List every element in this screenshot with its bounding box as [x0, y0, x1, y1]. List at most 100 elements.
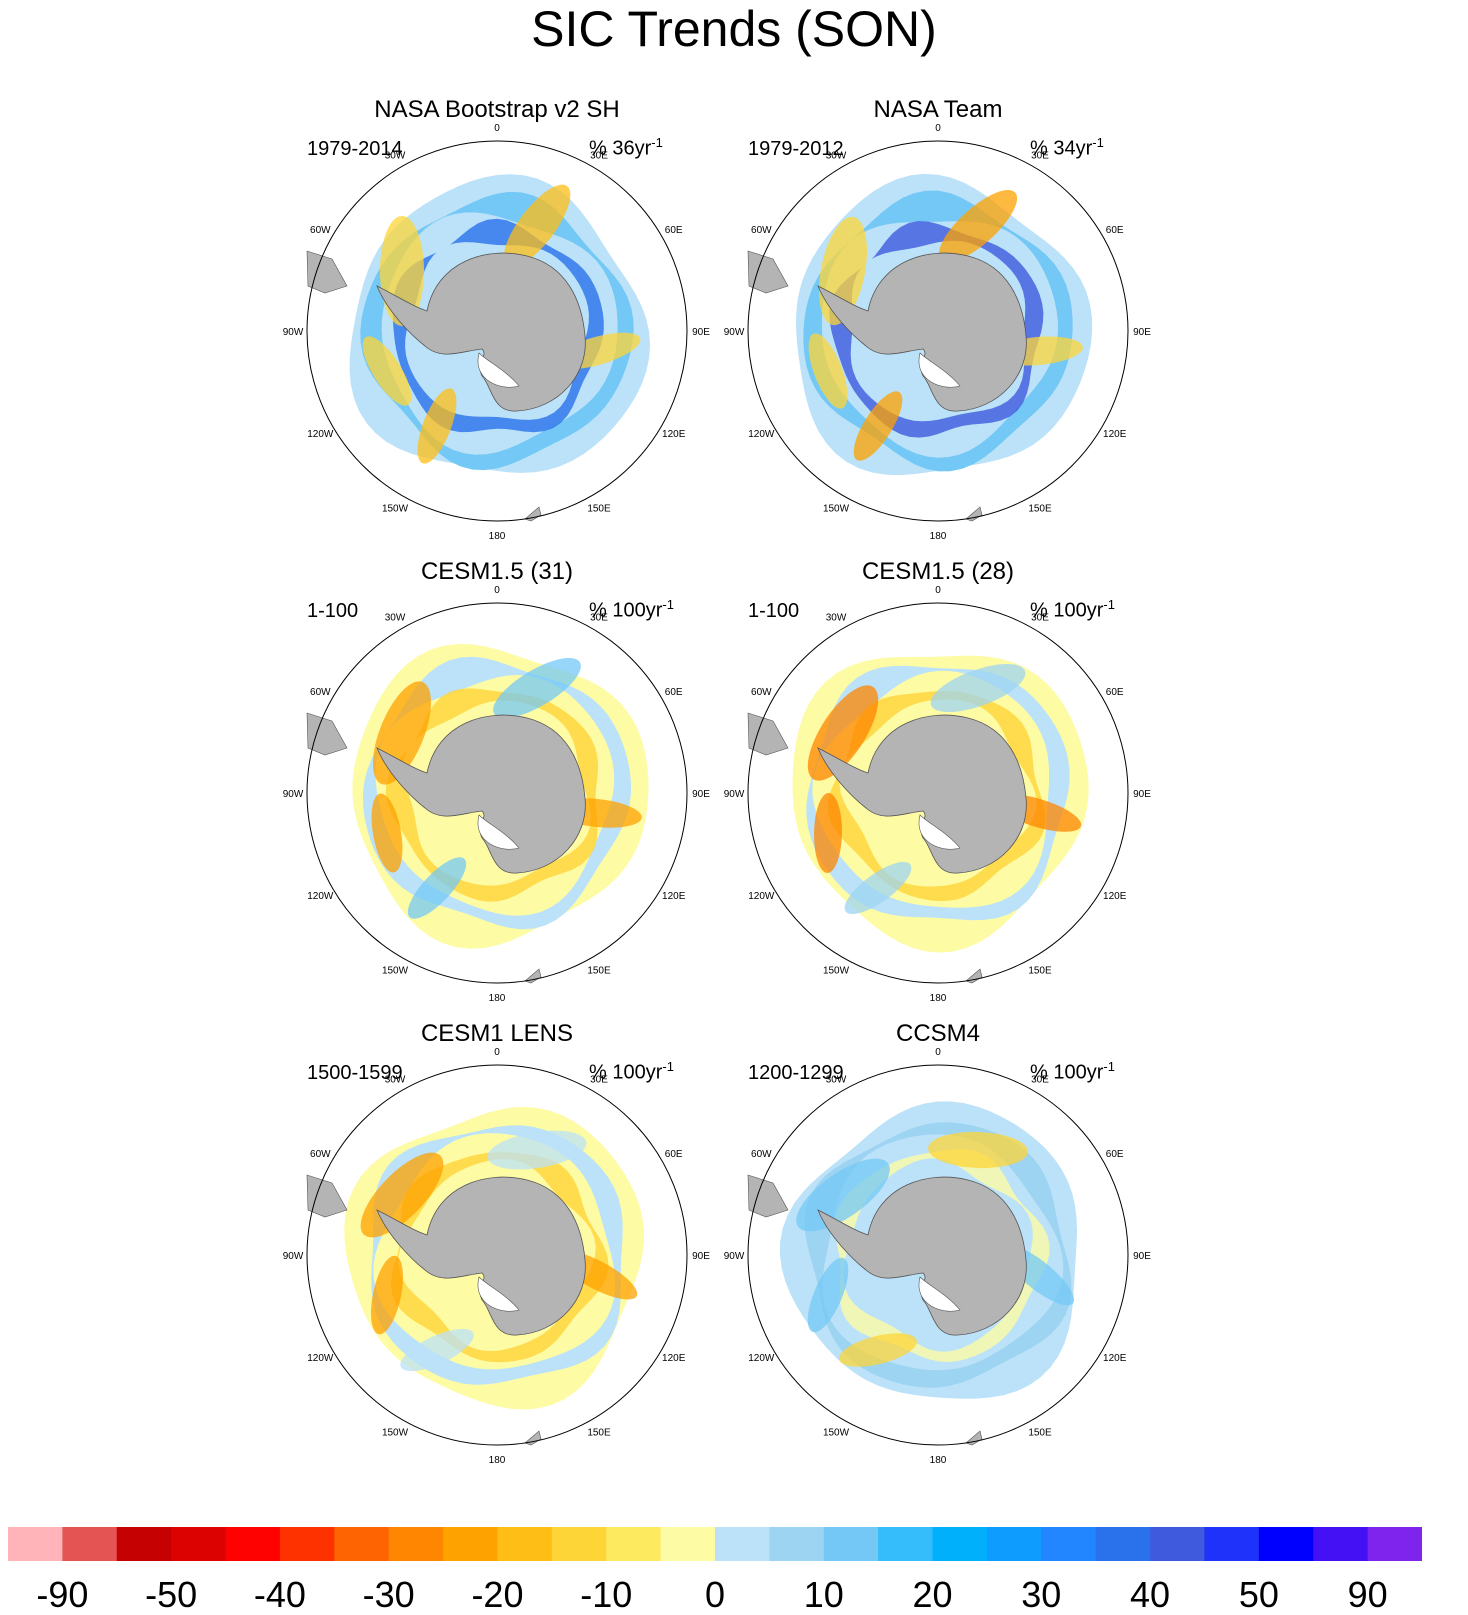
longitude-label: 150W: [823, 966, 850, 977]
colorbar-tick-label: -20: [471, 1574, 524, 1615]
longitude-label: 30W: [826, 612, 847, 623]
map-frame: [747, 140, 1129, 522]
longitude-label: 120E: [662, 891, 686, 902]
panel-period: 1-100: [307, 600, 359, 622]
longitude-label: 180: [489, 993, 506, 1004]
longitude-label: 0: [494, 585, 500, 596]
trend-anomaly: [417, 388, 457, 464]
longitude-label: 120W: [307, 429, 334, 440]
colorbar-swatch: [1041, 1527, 1097, 1561]
longitude-label: 180: [930, 993, 947, 1004]
colorbar-tick-label: 10: [803, 1574, 844, 1615]
longitude-label: 120W: [307, 891, 334, 902]
island: [965, 1430, 983, 1446]
antarctica-landmass: [817, 1176, 1027, 1336]
longitude-label: 90E: [1133, 327, 1151, 338]
longitude-label: 60W: [310, 225, 331, 236]
colorbar-swatch: [1150, 1527, 1205, 1561]
longitude-label: 120W: [748, 891, 775, 902]
trend-anomaly: [362, 336, 412, 406]
longitude-label: 120E: [1103, 891, 1127, 902]
colorbar-swatch: [878, 1527, 934, 1561]
longitude-label: 30W: [385, 150, 406, 161]
longitude-label: 120E: [1103, 1353, 1127, 1364]
longitude-label: 120E: [1103, 429, 1127, 440]
colorbar-swatch: [225, 1527, 281, 1561]
south-america-tip: [306, 712, 348, 756]
longitude-label: 60W: [310, 1149, 331, 1160]
trend-anomaly: [493, 657, 581, 719]
map-frame: [306, 602, 688, 984]
longitude-label: 30W: [826, 1074, 847, 1085]
polar-map: 0 30E 60E 90E 120E 150E 180 150W 120W 90W 60W 30W: [283, 123, 711, 542]
polar-map: 0 30E 60E 90E 120E 150E 180 150W 120W 90W 60W 30W: [283, 585, 711, 1004]
ice-shelf: [918, 1276, 961, 1312]
longitude-label: 0: [494, 123, 500, 134]
longitude-label: 30E: [590, 612, 608, 623]
longitude-label: 150E: [1028, 504, 1052, 515]
ice-shelf: [477, 814, 520, 850]
longitude-label: 60E: [1106, 1149, 1124, 1160]
ice-shelf: [477, 352, 520, 388]
colorbar-swatch: [932, 1527, 988, 1561]
longitude-label: 60E: [1106, 687, 1124, 698]
panel-period: 1-100: [748, 600, 800, 622]
longitude-label: 150E: [1028, 1428, 1052, 1439]
longitude-label: 150W: [823, 504, 850, 515]
trend-anomaly: [938, 189, 1018, 263]
panel-period: 1979-2014: [307, 138, 403, 160]
trend-anomaly: [370, 1255, 404, 1335]
colorbar-tick-label: -30: [362, 1574, 415, 1615]
south-america-tip: [747, 1174, 789, 1218]
colorbar-swatch: [388, 1527, 444, 1561]
longitude-label: 30E: [1031, 1074, 1049, 1085]
longitude-label: 180: [489, 1455, 506, 1466]
longitude-label: 150W: [382, 504, 409, 515]
colorbar-swatch: [769, 1527, 825, 1561]
longitude-label: 90W: [283, 327, 304, 338]
colorbar-tick-label: -90: [36, 1574, 89, 1615]
ice-shelf: [918, 352, 961, 388]
longitude-label: 120W: [307, 1353, 334, 1364]
map-frame: [306, 1064, 688, 1446]
colorbar-swatch: [660, 1527, 716, 1561]
colorbar-swatch: [1204, 1527, 1260, 1561]
panel-units: % 34yr-1: [1030, 135, 1104, 160]
colorbar-swatch: [279, 1527, 335, 1561]
island: [524, 506, 542, 522]
trend-anomaly: [930, 663, 1026, 713]
map-frame: [306, 140, 688, 522]
colorbar-swatch: [1258, 1527, 1314, 1561]
longitude-label: 90E: [692, 789, 710, 800]
trend-anomaly: [853, 391, 903, 461]
longitude-label: 30W: [385, 1074, 406, 1085]
longitude-label: 60E: [665, 1149, 683, 1160]
longitude-label: 90E: [1133, 1251, 1151, 1262]
panel-title: NASA Bootstrap v2 SH: [374, 96, 620, 123]
south-america-tip: [747, 712, 789, 756]
longitude-label: 90W: [724, 327, 745, 338]
longitude-label: 30E: [590, 150, 608, 161]
map-frame: [747, 602, 1129, 984]
longitude-label: 0: [935, 123, 941, 134]
colorbar-swatch: [62, 1527, 118, 1561]
longitude-label: 30E: [1031, 612, 1049, 623]
longitude-label: 120E: [662, 1353, 686, 1364]
colorbar-tick-label: 20: [912, 1574, 953, 1615]
panel-units: % 100yr-1: [589, 1059, 674, 1084]
longitude-label: 0: [494, 1047, 500, 1058]
colorbar-swatch: [606, 1527, 662, 1561]
longitude-label: 60E: [1106, 225, 1124, 236]
longitude-label: 150E: [587, 504, 611, 515]
island: [524, 968, 542, 984]
longitude-label: 30E: [590, 1074, 608, 1085]
antarctica-landmass: [376, 252, 586, 412]
longitude-label: 90W: [724, 789, 745, 800]
colorbar-swatch: [171, 1527, 227, 1561]
colorbar-swatch: [823, 1527, 879, 1561]
longitude-label: 120W: [748, 429, 775, 440]
longitude-label: 150E: [587, 1428, 611, 1439]
longitude-label: 120W: [748, 1353, 775, 1364]
longitude-label: 60E: [665, 225, 683, 236]
ice-shelf: [477, 1276, 520, 1312]
